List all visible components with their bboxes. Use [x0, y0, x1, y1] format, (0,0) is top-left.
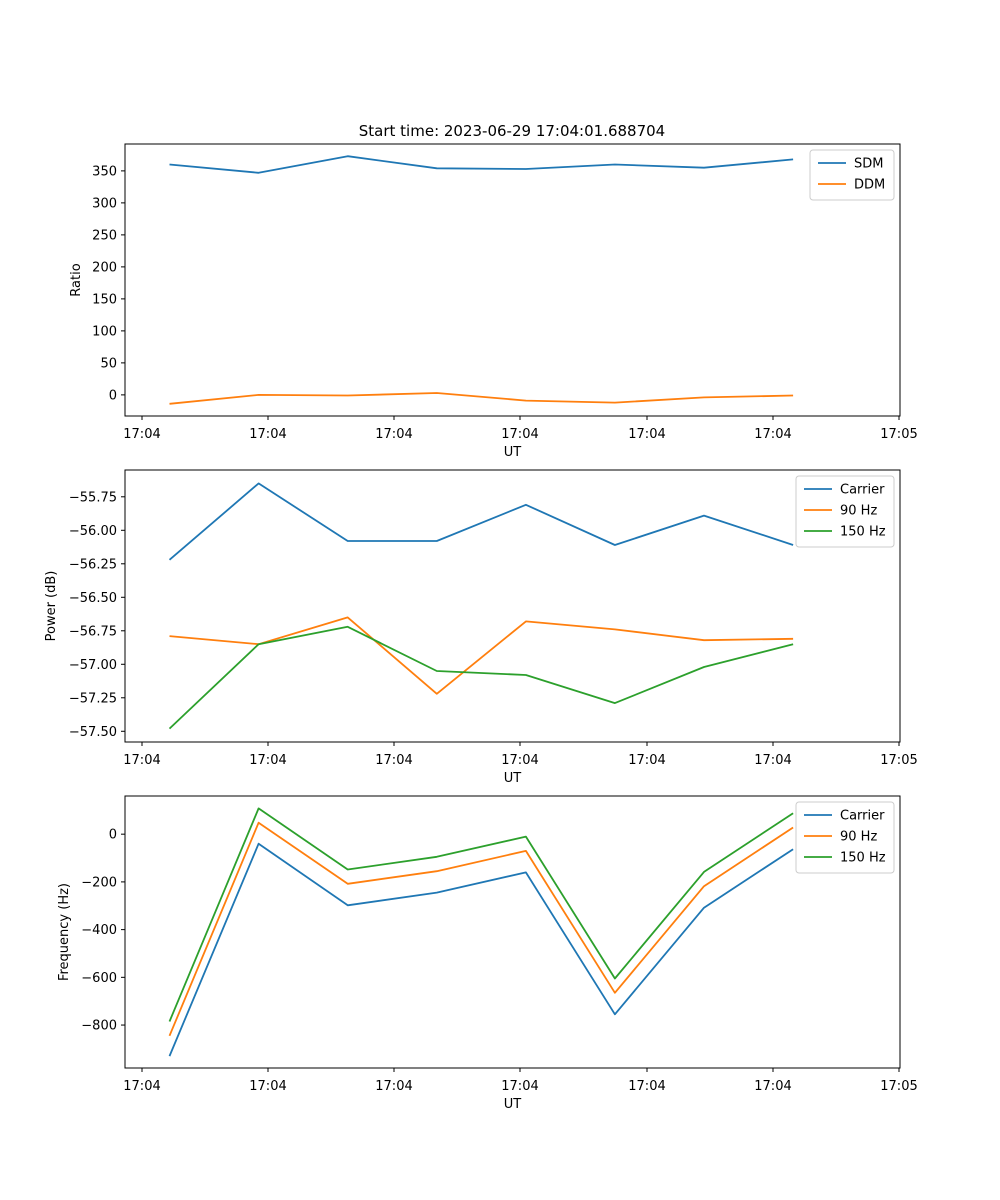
ratio-axes-frame: [124, 143, 901, 417]
ratio-y-axis-label: Ratio: [69, 263, 84, 296]
frequency-x-tick-label: 17:04: [501, 1079, 538, 1094]
frequency-x-tick-label: 17:04: [123, 1079, 160, 1094]
ratio-y-tick-label: 50: [100, 356, 117, 371]
ratio-legend-label-ddm: DDM: [854, 178, 885, 193]
power-x-tick-label: 17:04: [628, 753, 665, 768]
frequency-y-tick-label: −200: [81, 875, 117, 890]
ratio-legend-label-sdm: SDM: [854, 157, 883, 172]
ratio-series-line-sdm: [169, 155, 794, 174]
ratio-y-tick-label: 0: [109, 388, 117, 403]
power-legend: [795, 475, 895, 548]
figure-title: Start time: 2023-06-29 17:04:01.688704: [359, 122, 665, 140]
frequency-y-axis-label: Frequency (Hz): [57, 883, 72, 981]
power-x-tick-label: 17:04: [123, 753, 160, 768]
frequency-series-line-carrier: [168, 842, 794, 1057]
ratio-series-line-ddm: [169, 392, 794, 405]
power-x-tick-label: 17:04: [249, 753, 286, 768]
ratio-x-tick-label: 17:04: [375, 427, 412, 442]
ratio-x-tick-label: 17:04: [249, 427, 286, 442]
ratio-x-axis-label: UT: [504, 445, 522, 460]
frequency-x-axis-label: UT: [504, 1097, 522, 1112]
frequency-y-tick-label: −400: [81, 923, 117, 938]
frequency-x-tick-label: 17:04: [628, 1079, 665, 1094]
power-series-line-carrier: [168, 482, 794, 561]
frequency-x-tick-label: 17:04: [249, 1079, 286, 1094]
frequency-legend-label-90-hz: 90 Hz: [840, 830, 877, 845]
power-axes-frame: [124, 469, 901, 743]
ratio-y-tick-label: 100: [92, 324, 117, 339]
power-x-tick-label: 17:04: [375, 753, 412, 768]
ratio-panel: 17:04 17:04 17:04 17:04 17:04 17:04 17:05 0 50 10…: [69, 143, 918, 460]
power-series-line-90-hz: [169, 616, 794, 695]
power-y-tick-label: −55.75: [69, 490, 117, 505]
power-x-axis-label: UT: [504, 771, 522, 786]
frequency-x-tick-label: 17:04: [754, 1079, 791, 1094]
frequency-y-tick-label: −800: [81, 1019, 117, 1034]
frequency-legend: [795, 801, 895, 874]
ratio-x-tick-label: 17:04: [754, 427, 791, 442]
power-legend-label-90-hz: 90 Hz: [840, 504, 877, 519]
ratio-y-tick-label: 300: [92, 196, 117, 211]
power-y-tick-label: −56.00: [69, 524, 117, 539]
power-panel: 17:04 17:04 17:04 17:04 17:04 17:04 17:05 −57.5…: [44, 469, 918, 786]
power-legend-label-150-hz: 150 Hz: [840, 525, 886, 540]
power-y-tick-label: −56.25: [69, 557, 117, 572]
ratio-x-tick-label: 17:04: [628, 427, 665, 442]
ratio-y-tick-label: 250: [92, 228, 117, 243]
power-x-tick-label: 17:04: [754, 753, 791, 768]
power-series-line-150-hz: [168, 625, 794, 730]
ratio-x-tick-label: 17:04: [501, 427, 538, 442]
power-y-tick-label: −57.25: [69, 691, 117, 706]
frequency-axes-frame: [124, 795, 901, 1069]
power-y-tick-label: −57.50: [69, 725, 117, 740]
power-y-axis-label: Power (dB): [44, 571, 59, 642]
ratio-y-tick-label: 350: [92, 164, 117, 179]
frequency-legend-label-carrier: Carrier: [840, 809, 885, 824]
frequency-legend-label-150-hz: 150 Hz: [840, 851, 886, 866]
ratio-x-tick-label: 17:05: [880, 427, 917, 442]
frequency-y-tick-label: 0: [109, 828, 117, 843]
ratio-x-tick-label: 17:04: [123, 427, 160, 442]
power-y-tick-label: −56.50: [69, 591, 117, 606]
ratio-y-tick-label: 200: [92, 260, 117, 275]
power-x-tick-label: 17:05: [880, 753, 917, 768]
frequency-series-line-90-hz: [168, 821, 794, 1037]
frequency-series-line-150-hz: [168, 807, 794, 1022]
power-x-tick-label: 17:04: [501, 753, 538, 768]
power-legend-label-carrier: Carrier: [840, 483, 885, 498]
frequency-y-tick-label: −600: [81, 971, 117, 986]
frequency-panel: 17:04 17:04 17:04 17:04 17:04 17:04 17:05 −800 −…: [57, 795, 918, 1112]
frequency-x-tick-label: 17:05: [880, 1079, 917, 1094]
ratio-y-tick-label: 150: [92, 292, 117, 307]
frequency-x-tick-label: 17:04: [375, 1079, 412, 1094]
power-y-tick-label: −56.75: [69, 624, 117, 639]
power-y-tick-label: −57.00: [69, 658, 117, 673]
